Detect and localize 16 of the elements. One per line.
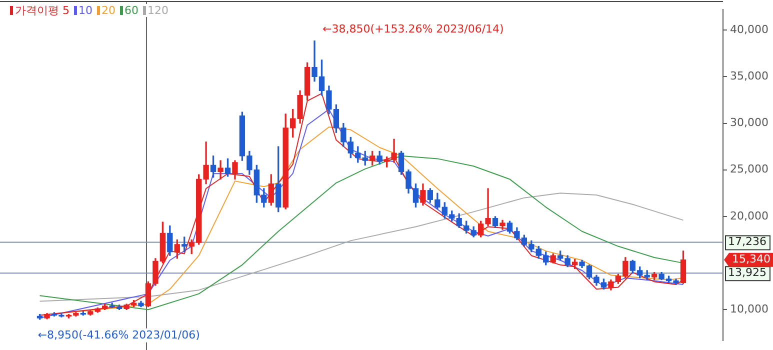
- y-tick-label: 10,000: [730, 302, 768, 316]
- legend-label: 가격이평 5: [15, 4, 70, 17]
- legend-label: 120: [148, 4, 168, 17]
- y-tick-label: 20,000: [730, 209, 768, 222]
- ref-line-label: 17,236: [728, 235, 766, 248]
- text: 15,340: [732, 252, 770, 266]
- y-tick-label: 40,000: [730, 22, 768, 36]
- y-tick-label: 25,000: [730, 162, 768, 176]
- ref-line-label: 13,925: [728, 266, 766, 279]
- y-tick-label: 35,000: [730, 70, 768, 83]
- annotation: ←38,850(+153.26% 2023/06/14): [322, 22, 504, 36]
- annotation: ←8,950(-41.66% 2023/01/06): [38, 328, 200, 342]
- legend-label: 20: [102, 4, 116, 17]
- y-tick-label: 30,000: [730, 116, 768, 130]
- legend-label: 60: [124, 4, 138, 17]
- legend-label: 10: [78, 4, 92, 17]
